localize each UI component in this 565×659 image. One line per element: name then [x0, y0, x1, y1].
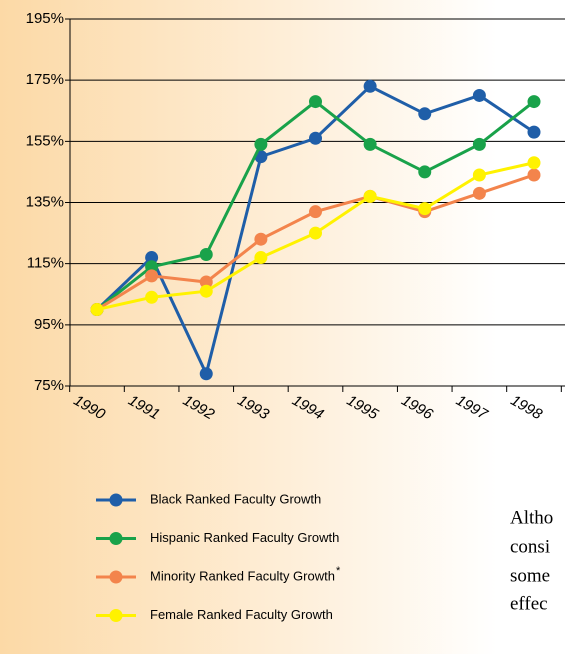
- y-tick-label: 155%: [26, 132, 64, 149]
- point: [309, 95, 322, 109]
- point: [309, 205, 322, 219]
- point: [472, 88, 486, 102]
- point: [254, 251, 268, 265]
- point: [363, 189, 377, 203]
- legend-dot: [109, 609, 123, 622]
- body-line: some: [510, 565, 550, 586]
- point: [145, 269, 159, 283]
- legend-label: Minority Ranked Faculty Growth: [150, 568, 335, 583]
- y-tick-label: 175%: [26, 71, 64, 88]
- point: [472, 168, 486, 182]
- legend-label: Black Ranked Faculty Growth: [150, 491, 321, 506]
- point: [199, 284, 213, 298]
- legend-note-marker: *: [336, 565, 341, 577]
- y-tick-label: 195%: [26, 10, 64, 27]
- body-line: effec: [510, 593, 548, 614]
- point: [472, 137, 486, 151]
- legend-dot: [109, 532, 123, 545]
- y-tick-label: 75%: [34, 377, 64, 394]
- body-text: Altho consi some effec: [510, 507, 553, 614]
- point: [199, 275, 213, 289]
- point: [145, 290, 159, 304]
- legend-dot: [109, 493, 123, 507]
- point: [145, 260, 159, 274]
- point: [527, 125, 541, 139]
- point: [527, 156, 541, 170]
- point: [199, 247, 213, 261]
- point: [363, 79, 377, 93]
- legend-label: Female Ranked Faculty Growth: [150, 607, 333, 622]
- point: [527, 95, 541, 109]
- point: [418, 202, 432, 216]
- point: [254, 232, 268, 246]
- body-line: Altho: [510, 507, 553, 528]
- point: [418, 165, 432, 179]
- y-tick-label: 95%: [34, 316, 64, 333]
- point: [90, 303, 104, 317]
- point: [145, 251, 159, 265]
- point: [254, 137, 268, 151]
- body-line: consi: [510, 536, 550, 557]
- legend-dot: [109, 570, 123, 584]
- legend-label: Hispanic Ranked Faculty Growth: [150, 530, 339, 545]
- point: [199, 367, 213, 381]
- point: [309, 131, 322, 145]
- point: [418, 107, 432, 121]
- y-tick-label: 115%: [27, 255, 64, 272]
- point: [363, 137, 377, 151]
- point: [309, 226, 322, 240]
- y-tick-label: 135%: [26, 193, 64, 210]
- point: [527, 168, 541, 182]
- point: [472, 186, 486, 200]
